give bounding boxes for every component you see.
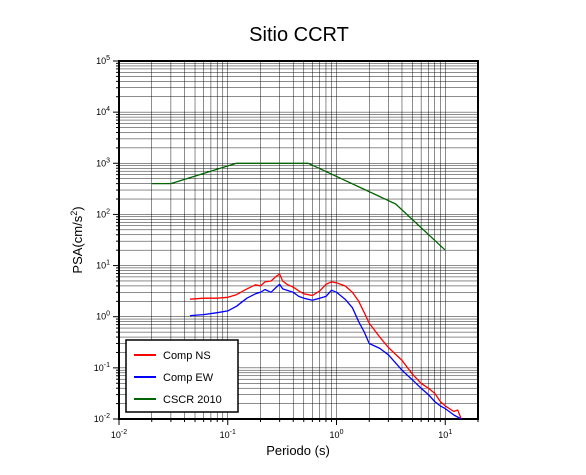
- legend-label-2: CSCR 2010: [163, 394, 222, 406]
- y-tick-label: 105: [96, 55, 110, 66]
- x-tick-label: 10-1: [220, 429, 236, 440]
- plot-frame: [118, 60, 479, 420]
- y-tick-label: 100: [96, 311, 110, 322]
- x-axis-label: Periodo (s): [266, 443, 330, 458]
- y-tick-label: 10-1: [94, 362, 110, 373]
- legend: Comp NS Comp EW CSCR 2010: [125, 339, 239, 413]
- series-line-1: [189, 283, 462, 420]
- chart-title: Sitio CCRT: [249, 24, 349, 46]
- x-tick-label: 101: [438, 429, 452, 440]
- y-tick-label: 102: [96, 208, 110, 219]
- y-axis-label-base: PSA(cm/s: [70, 215, 85, 273]
- legend-label-1: Comp EW: [163, 372, 214, 384]
- legend-label-0: Comp NS: [163, 350, 211, 362]
- series-lines: [151, 162, 462, 420]
- y-axis-label-exp: 2: [69, 211, 79, 216]
- y-tick-label: 103: [96, 157, 110, 168]
- y-axis-label-close: ): [70, 206, 85, 210]
- series-line-2: [151, 162, 446, 251]
- y-tick-label: 101: [96, 260, 110, 271]
- y-tick-label: 104: [96, 106, 110, 117]
- x-tick-label: 100: [330, 429, 344, 440]
- series-line-0: [189, 273, 462, 420]
- x-tick-label: 10-2: [111, 429, 127, 440]
- y-tick-label: 10-2: [94, 413, 110, 424]
- y-axis-label: PSA(cm/s2): [69, 206, 85, 273]
